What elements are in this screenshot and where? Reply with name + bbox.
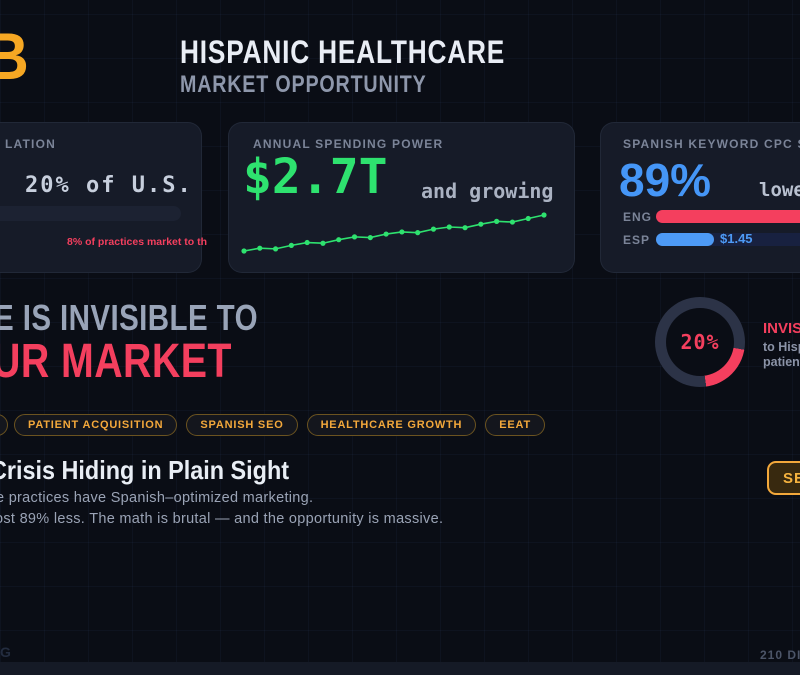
donut-side-line-2: patient — [763, 355, 800, 369]
tag-pill-2[interactable]: HEALTHCARE GROWTH — [306, 414, 477, 436]
population-value: 20% of U.S. — [25, 173, 193, 198]
cpc-esp-bar — [656, 233, 714, 246]
cpc-esp-label: ESP — [623, 233, 651, 247]
hero-line-2: UR MARKET — [0, 335, 232, 388]
bottom-strip — [0, 662, 800, 675]
hero-line-1: E IS INVISIBLE TO — [0, 297, 258, 338]
tag-pill-3[interactable]: EEAT — [485, 414, 546, 436]
crisis-heading: Crisis Hiding in Plain Sight — [0, 455, 290, 485]
tag-pill-partial[interactable] — [0, 414, 8, 436]
tag-pill-0[interactable]: PATIENT ACQUISITION — [14, 414, 178, 436]
crisis-body-line-1: e practices have Spanish–optimized marke… — [0, 490, 314, 506]
cpc-esp-track: $1.45 — [656, 231, 800, 246]
spending-suffix: and growing — [421, 179, 554, 203]
invisible-donut-chart: 20% — [655, 297, 745, 387]
cpc-value: 89% — [619, 154, 712, 206]
donut-percent-label: 20% — [680, 330, 720, 354]
tag-pill-1[interactable]: SPANISH SEO — [186, 414, 298, 436]
population-progress-bar — [0, 206, 181, 221]
spending-value: $2.7T — [243, 149, 388, 205]
donut-side-title: INVISIB — [763, 320, 800, 337]
cpc-eng-bar — [656, 210, 800, 223]
spending-card-label: ANNUAL SPENDING POWER — [253, 137, 444, 151]
population-card: LATION 20% of U.S. 8% of practices marke… — [0, 122, 207, 273]
spending-card: ANNUAL SPENDING POWER $2.7T and growing — [228, 122, 575, 273]
footer-brand: 210 DIG — [760, 648, 800, 662]
cta-button[interactable]: SE — [767, 461, 800, 495]
tags-row: PATIENT ACQUISITION SPANISH SEO HEALTHCARE… — [14, 414, 546, 436]
logo-letter: B — [0, 18, 29, 94]
footer-left-text: G — [0, 644, 11, 660]
spending-trend-chart — [241, 212, 547, 254]
cpc-suffix: lowe — [759, 179, 800, 201]
cpc-eng-label: ENG — [623, 210, 653, 224]
cpc-esp-value: $1.45 — [720, 231, 753, 246]
population-card-label: LATION — [5, 137, 56, 151]
crisis-body-line-2: ost 89% less. The math is brutal — and t… — [0, 511, 444, 527]
population-note: 8% of practices market to th — [67, 236, 208, 248]
page-title: HISPANIC HEALTHCARE — [180, 34, 506, 70]
donut-hole: 20% — [666, 308, 734, 376]
page-subtitle: MARKET OPPORTUNITY — [180, 71, 427, 98]
cpc-card: SPANISH KEYWORD CPC SAV 89% lowe ENG ESP… — [600, 122, 800, 273]
cpc-card-label: SPANISH KEYWORD CPC SAV — [623, 137, 800, 151]
